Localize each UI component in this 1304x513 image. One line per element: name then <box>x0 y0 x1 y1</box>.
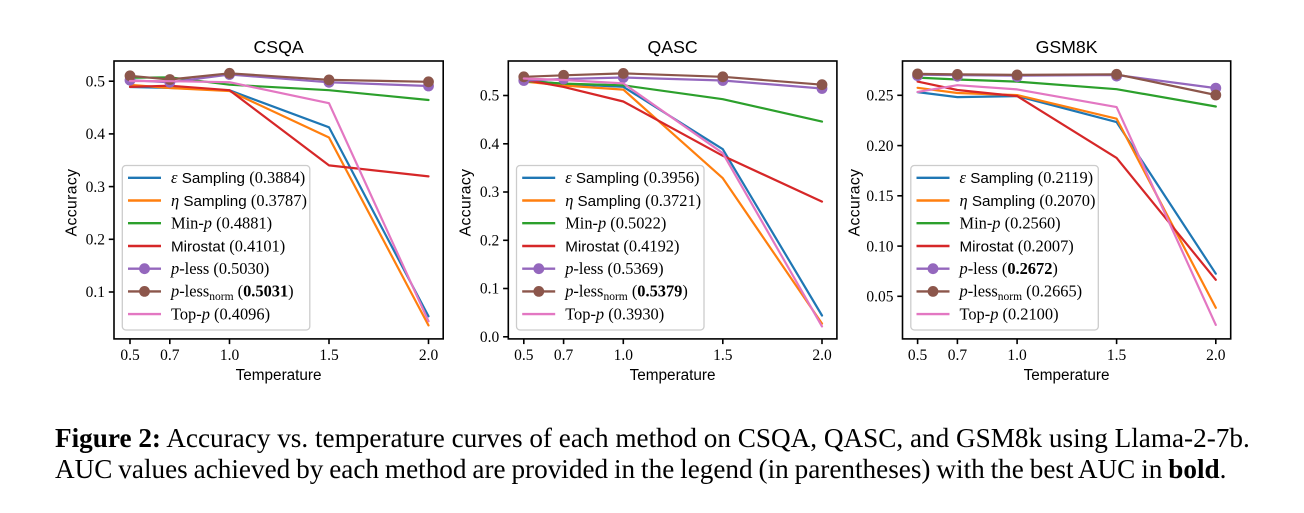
svg-text:p-less (0.5369): p-less (0.5369) <box>564 259 663 278</box>
svg-text:1.0: 1.0 <box>220 347 240 364</box>
svg-text:1.5: 1.5 <box>1107 347 1127 364</box>
svg-text:Accuracy: Accuracy <box>847 169 864 237</box>
svg-text:Temperature: Temperature <box>630 367 716 384</box>
svg-text:2.0: 2.0 <box>1206 347 1226 364</box>
svg-text:0.5: 0.5 <box>908 347 928 364</box>
svg-text:ε Sampling (0.2119): ε Sampling (0.2119) <box>960 168 1094 187</box>
svg-text:Top-p (0.4096): Top-p (0.4096) <box>171 304 270 323</box>
svg-text:ε Sampling (0.3884): ε Sampling (0.3884) <box>171 168 305 187</box>
svg-text:0.7: 0.7 <box>948 347 968 364</box>
svg-text:0.4: 0.4 <box>480 136 500 153</box>
svg-text:0.10: 0.10 <box>866 238 893 255</box>
svg-text:0.5: 0.5 <box>514 347 534 364</box>
svg-text:QASC: QASC <box>648 37 698 57</box>
svg-text:1.5: 1.5 <box>319 347 339 364</box>
svg-text:p-less (0.5030): p-less (0.5030) <box>170 259 269 278</box>
svg-text:0.7: 0.7 <box>554 347 574 364</box>
svg-text:0.4: 0.4 <box>86 126 106 143</box>
svg-text:0.05: 0.05 <box>866 289 893 306</box>
svg-text:0.5: 0.5 <box>120 347 140 364</box>
svg-text:1.0: 1.0 <box>614 347 634 364</box>
svg-text:0.1: 0.1 <box>86 284 105 301</box>
svg-text:Min-p (0.2560): Min-p (0.2560) <box>960 214 1061 233</box>
svg-text:0.3: 0.3 <box>480 184 500 201</box>
svg-text:Mirostat (0.4101): Mirostat (0.4101) <box>171 236 285 255</box>
svg-text:2.0: 2.0 <box>812 347 832 364</box>
svg-text:0.1: 0.1 <box>480 281 499 298</box>
svg-text:Top-p (0.3930): Top-p (0.3930) <box>565 304 664 323</box>
svg-text:Min-p (0.4881): Min-p (0.4881) <box>171 214 272 233</box>
svg-text:0.5: 0.5 <box>86 73 106 90</box>
svg-text:CSQA: CSQA <box>254 37 304 57</box>
svg-text:Mirostat (0.4192): Mirostat (0.4192) <box>565 236 679 255</box>
svg-text:GSM8K: GSM8K <box>1036 37 1098 57</box>
svg-text:p-lessnorm (0.5379): p-lessnorm (0.5379) <box>564 282 688 304</box>
svg-text:η Sampling (0.3721): η Sampling (0.3721) <box>565 191 701 210</box>
svg-text:p-lessnorm (0.2665): p-lessnorm (0.2665) <box>959 282 1083 304</box>
svg-text:0.0: 0.0 <box>480 329 500 346</box>
svg-text:0.20: 0.20 <box>866 138 893 155</box>
svg-text:0.2: 0.2 <box>480 233 499 250</box>
svg-text:Accuracy: Accuracy <box>458 169 475 237</box>
svg-text:p-lessnorm (0.5031): p-lessnorm (0.5031) <box>170 282 294 304</box>
svg-text:1.5: 1.5 <box>713 347 733 364</box>
svg-text:0.25: 0.25 <box>866 88 893 105</box>
svg-text:1.0: 1.0 <box>1007 347 1027 364</box>
svg-text:Temperature: Temperature <box>1024 367 1110 384</box>
svg-text:Accuracy: Accuracy <box>64 169 81 237</box>
svg-text:ε Sampling (0.3956): ε Sampling (0.3956) <box>565 168 699 187</box>
svg-text:0.15: 0.15 <box>866 188 893 205</box>
svg-text:η Sampling (0.2070): η Sampling (0.2070) <box>960 191 1096 210</box>
svg-text:0.3: 0.3 <box>86 179 106 196</box>
svg-text:0.7: 0.7 <box>160 347 180 364</box>
svg-text:Temperature: Temperature <box>236 367 322 384</box>
svg-text:0.2: 0.2 <box>86 232 105 249</box>
svg-text:Top-p (0.2100): Top-p (0.2100) <box>960 304 1059 323</box>
svg-text:Mirostat (0.2007): Mirostat (0.2007) <box>960 236 1074 255</box>
svg-text:2.0: 2.0 <box>419 347 439 364</box>
svg-text:p-less (0.2672): p-less (0.2672) <box>959 259 1058 278</box>
svg-text:η Sampling (0.3787): η Sampling (0.3787) <box>171 191 307 210</box>
svg-text:0.5: 0.5 <box>480 88 500 105</box>
svg-text:Min-p (0.5022): Min-p (0.5022) <box>565 214 666 233</box>
